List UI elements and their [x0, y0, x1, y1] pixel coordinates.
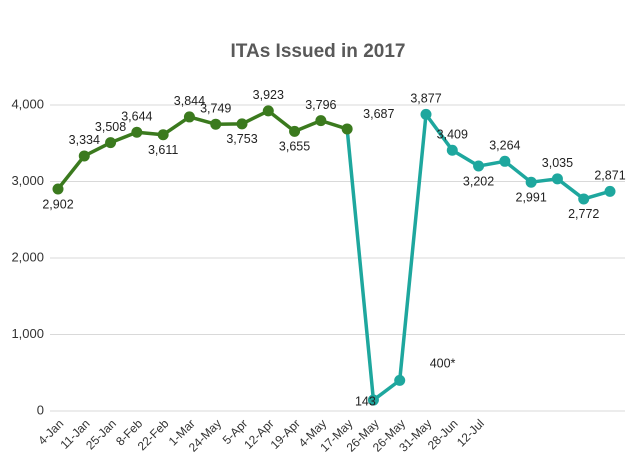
data-label: 3,508 [95, 120, 126, 134]
x-tick-label: 19-Apr [268, 416, 303, 451]
marker [473, 160, 485, 172]
data-label: 3,749 [200, 101, 231, 115]
marker [289, 125, 301, 137]
marker [551, 173, 563, 185]
data-label: 2,991 [516, 190, 547, 204]
y-tick-label: 4,000 [11, 96, 44, 111]
marker [394, 374, 406, 386]
marker [262, 105, 274, 117]
data-label: 3,753 [226, 132, 257, 146]
y-tick-label: 0 [37, 402, 44, 417]
data-label: 3,923 [253, 88, 284, 102]
marker [367, 394, 379, 406]
marker [525, 176, 537, 188]
x-tick-label: 12-Jul [454, 416, 487, 449]
marker [210, 118, 222, 130]
marker [420, 108, 432, 120]
marker [578, 193, 590, 205]
data-label: 3,264 [489, 139, 520, 153]
chart-title: ITAs Issued in 2017 [231, 41, 406, 62]
marker [499, 155, 511, 167]
marker [131, 126, 143, 138]
x-tick-label: 25-Jan [83, 416, 119, 452]
marker [52, 183, 64, 195]
data-label: 3,035 [542, 156, 573, 170]
data-label: 143 [355, 394, 376, 408]
marker [236, 118, 248, 130]
data-label: 400* [430, 357, 456, 371]
x-tick-label: 28-Jun [425, 416, 461, 452]
y-tick-label: 3,000 [11, 173, 44, 188]
data-label: 3,655 [279, 140, 310, 154]
marker [157, 129, 169, 141]
marker [183, 111, 195, 123]
data-label: 3,202 [463, 174, 494, 188]
y-tick-label: 1,000 [11, 326, 44, 341]
marker [105, 137, 117, 149]
data-label: 2,871 [594, 169, 625, 183]
data-label: 2,902 [42, 197, 73, 211]
marker [341, 123, 353, 135]
data-label: 3,796 [305, 98, 336, 112]
marker [315, 115, 327, 127]
marker [78, 150, 90, 162]
data-label: 3,844 [174, 94, 205, 108]
data-label: 3,644 [121, 110, 152, 124]
marker [604, 185, 616, 197]
data-label: 3,877 [410, 92, 441, 106]
marker [446, 144, 458, 156]
data-label: 3,687 [363, 107, 394, 121]
data-label: 3,334 [69, 133, 100, 147]
data-label: 3,409 [437, 128, 468, 142]
data-label: 2,772 [568, 207, 599, 221]
y-tick-label: 2,000 [11, 249, 44, 264]
data-label: 3,611 [148, 143, 178, 157]
